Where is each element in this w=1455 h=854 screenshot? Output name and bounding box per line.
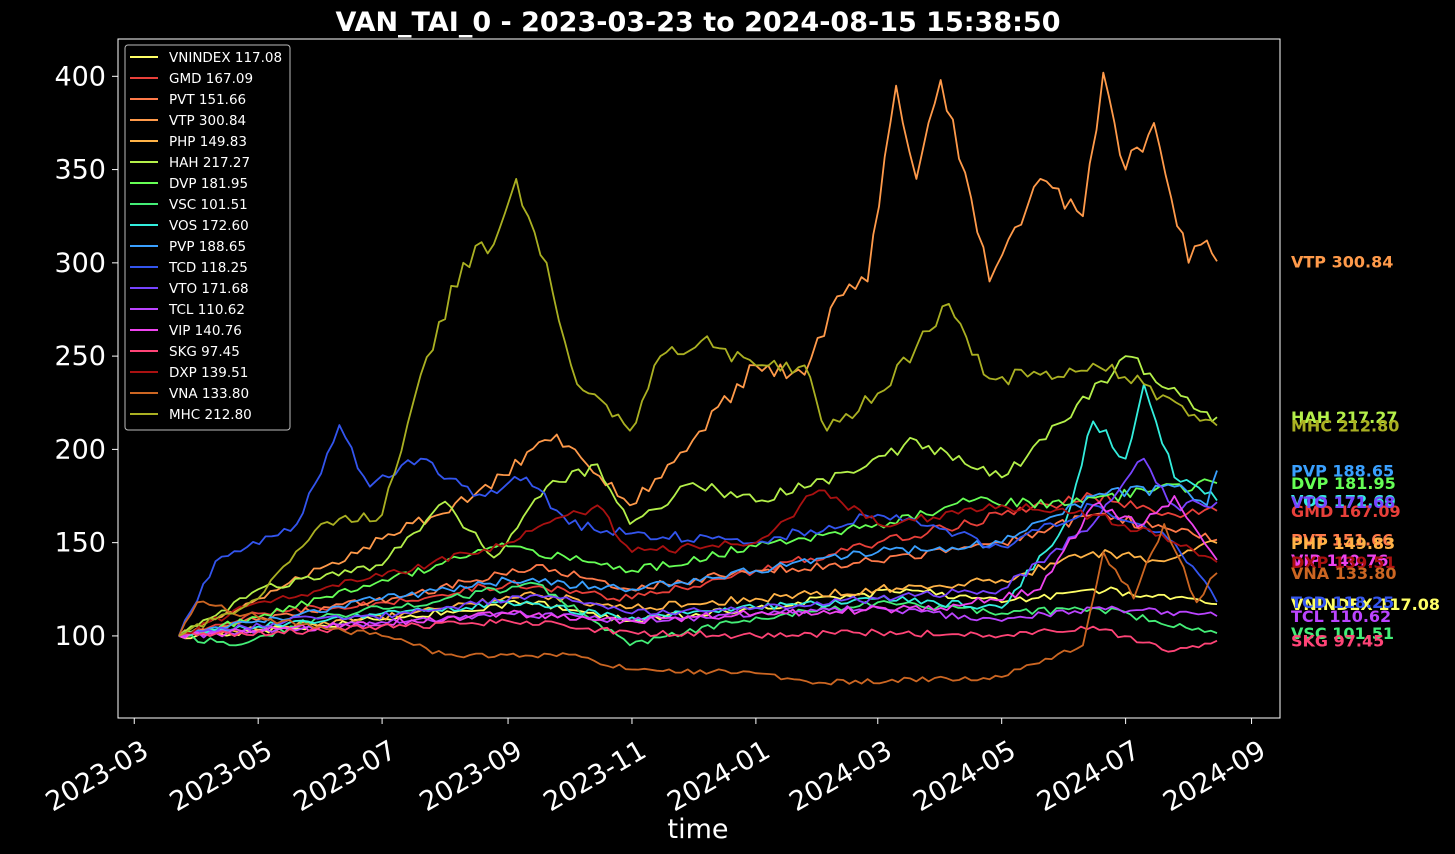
legend-entry: VTO 171.68 <box>169 281 249 297</box>
chart-title: VAN_TAI_0 - 2023-03-23 to 2024-08-15 15:… <box>336 7 1061 38</box>
legend-entry: TCD 118.25 <box>168 260 248 276</box>
legend-entry: VTP 300.84 <box>169 113 246 129</box>
legend: VNINDEX 117.08 GMD 167.09 PVT 151.66 VTP 30… <box>124 44 291 431</box>
series-line-skg <box>178 618 1218 653</box>
legend-entry: GMD 167.09 <box>169 71 253 87</box>
legend-box <box>124 44 291 431</box>
end-label-vna: VNA 133.80 <box>1291 564 1396 583</box>
series-line-pvp <box>178 470 1218 638</box>
end-label-tcl: TCL 110.62 <box>1291 607 1391 626</box>
y-tick-label: 200 <box>54 434 106 465</box>
end-label-hah: HAH 217.27 <box>1291 408 1397 427</box>
legend-entry: TCL 110.62 <box>168 302 245 318</box>
legend-entry: SKG 97.45 <box>169 344 240 360</box>
y-tick-label: 100 <box>54 621 106 652</box>
plot-frame <box>117 38 1281 719</box>
series-line-mhc <box>178 178 1218 637</box>
y-tick-label: 250 <box>54 341 106 372</box>
y-tick-label: 350 <box>54 155 106 186</box>
legend-entry: VNA 133.80 <box>169 386 249 402</box>
series-line-dvp <box>178 478 1218 637</box>
series-line-php <box>178 539 1218 639</box>
legend-entry: MHC 212.80 <box>169 407 252 423</box>
end-label-vos: VOS 172.60 <box>1291 491 1396 510</box>
legend-entry: PHP 149.83 <box>169 134 247 150</box>
legend-entry: PVP 188.65 <box>169 239 246 255</box>
end-label-vto: VTO 171.68 <box>1291 493 1395 512</box>
legend-entry: VSC 101.51 <box>169 197 248 213</box>
end-label-tcd: TCD 118.25 <box>1291 593 1394 612</box>
end-label-vsc: VSC 101.51 <box>1291 624 1394 643</box>
legend-entry: VIP 140.76 <box>169 323 242 339</box>
end-label-skg: SKG 97.45 <box>1291 632 1384 651</box>
end-labels: VNINDEX 117.08 GMD 167.09 PVT 151.66 VTP 30… <box>1291 252 1440 650</box>
end-label-gmd: GMD 167.09 <box>1291 502 1401 521</box>
series-line-vto <box>178 457 1218 639</box>
y-tick-label: 400 <box>54 61 106 92</box>
legend-entry: HAH 217.27 <box>169 155 250 171</box>
legend-entry: VOS 172.60 <box>169 218 249 234</box>
series-line-dxp <box>178 489 1218 637</box>
legend-entry: DVP 181.95 <box>169 176 248 192</box>
legend-entry: DXP 139.51 <box>169 365 248 381</box>
end-label-vtp: VTP 300.84 <box>1291 252 1393 271</box>
end-label-vnindex: VNINDEX 117.08 <box>1291 595 1440 614</box>
y-tick-label: 150 <box>54 528 106 559</box>
end-label-dvp: DVP 181.95 <box>1291 474 1396 493</box>
plot-area <box>178 71 1218 686</box>
series-line-vtp <box>178 71 1218 637</box>
series-line-vsc <box>178 581 1218 647</box>
end-label-php: PHP 149.83 <box>1291 534 1395 553</box>
series-line-tcl <box>178 604 1218 639</box>
legend-entry: PVT 151.66 <box>169 92 246 108</box>
series-line-vna <box>178 523 1218 686</box>
end-label-pvt: PVT 151.66 <box>1291 531 1393 550</box>
y-axis: 100 150 200 250 300 350 400 <box>54 61 118 652</box>
end-label-mhc: MHC 212.80 <box>1291 417 1399 436</box>
y-tick-label: 300 <box>54 248 106 279</box>
x-axis-title: time <box>667 814 728 845</box>
series-line-tcd <box>178 424 1218 637</box>
series-line-hah <box>178 355 1218 637</box>
end-label-pvp: PVP 188.65 <box>1291 462 1394 481</box>
end-label-dxp: DXP 139.51 <box>1291 553 1396 572</box>
legend-entry: VNINDEX 117.08 <box>169 50 282 66</box>
end-label-vip: VIP 140.76 <box>1291 551 1388 570</box>
